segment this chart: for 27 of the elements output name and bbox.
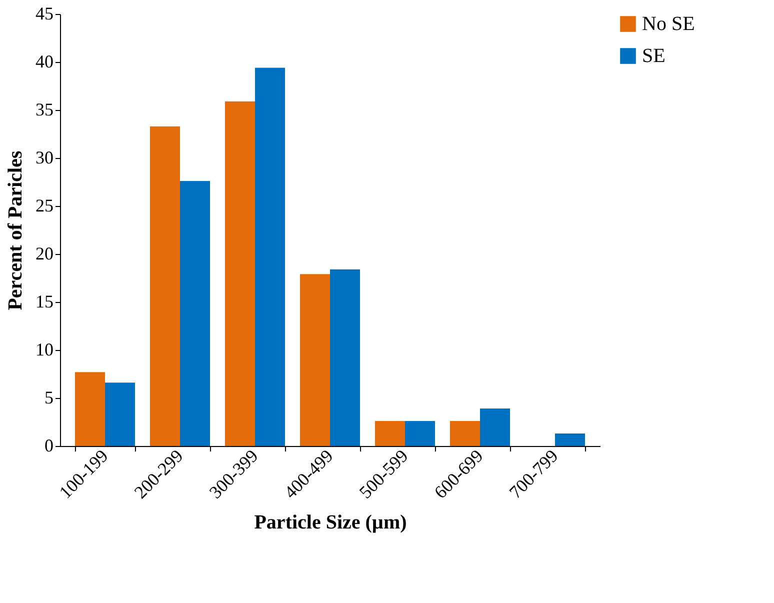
- legend-label: No SE: [642, 13, 695, 35]
- legend-label: SE: [642, 45, 666, 67]
- y-axis-title: Percent of Paricles: [4, 150, 26, 310]
- bar: [105, 382, 135, 446]
- bar: [75, 372, 105, 446]
- y-tick-label: 35: [36, 100, 54, 120]
- bar: [255, 68, 285, 446]
- bar: [450, 421, 480, 446]
- bar: [330, 269, 360, 446]
- x-axis-title: Particle Size (µm): [254, 511, 407, 534]
- bar: [405, 421, 435, 446]
- y-tick-label: 25: [36, 196, 54, 216]
- y-tick-label: 10: [36, 340, 54, 360]
- bar: [180, 181, 210, 446]
- bar: [150, 126, 180, 446]
- y-tick-label: 45: [36, 4, 54, 24]
- y-tick-label: 30: [36, 148, 54, 168]
- y-tick-label: 20: [36, 244, 54, 264]
- bar: [555, 434, 585, 446]
- y-tick-label: 40: [36, 52, 54, 72]
- bar: [300, 274, 330, 446]
- bar: [480, 408, 510, 446]
- y-tick-label: 0: [44, 436, 54, 456]
- bar: [225, 101, 255, 446]
- y-tick-label: 15: [36, 292, 54, 312]
- bar: [375, 421, 405, 446]
- y-tick-label: 5: [44, 388, 54, 408]
